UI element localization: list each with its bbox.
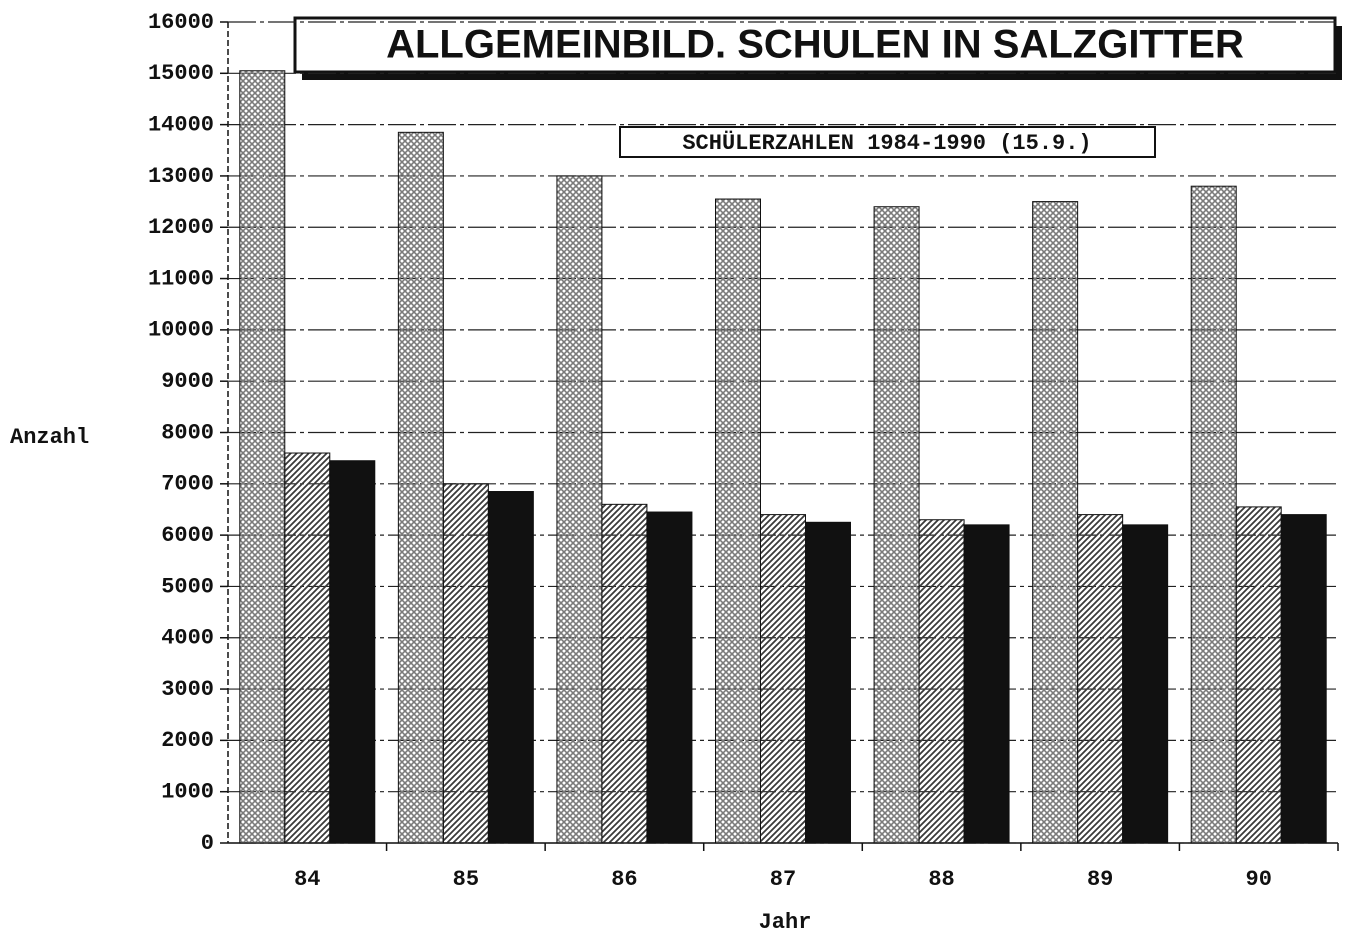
chart-title: ALLGEMEINBILD. SCHULEN IN SALZGITTER (386, 23, 1244, 67)
x-tick-label: 88 (928, 867, 954, 892)
y-axis-label: Anzahl (10, 425, 89, 450)
x-tick-label: 84 (294, 867, 320, 892)
bar (646, 511, 693, 844)
y-tick-label: 13000 (148, 164, 214, 189)
bar (1280, 514, 1327, 844)
subtitle-box (619, 126, 1156, 158)
x-tick-label: 85 (453, 867, 479, 892)
y-tick-label: 1000 (161, 780, 214, 805)
bar (284, 452, 331, 844)
y-tick-label: 4000 (161, 626, 214, 651)
y-tick-label: 12000 (148, 215, 214, 240)
bar (760, 514, 806, 844)
x-tick-label: 87 (770, 867, 796, 892)
y-tick-label: 6000 (161, 523, 214, 548)
y-tick-label: 5000 (161, 574, 214, 599)
y-tick-label: 16000 (148, 10, 214, 35)
y-tick-label: 8000 (161, 420, 214, 445)
bar (556, 175, 603, 844)
chart-subtitle: SCHÜLERZAHLEN 1984-1990 (15.9.) (682, 130, 1091, 156)
bar (329, 460, 376, 844)
y-tick-label: 9000 (161, 369, 214, 394)
bar (442, 483, 489, 844)
bar (805, 521, 851, 844)
x-tick-label: 90 (1246, 867, 1272, 892)
bar (1122, 524, 1169, 844)
bar (487, 491, 534, 844)
y-tick-label: 11000 (148, 266, 214, 291)
x-axis-label: Jahr (759, 910, 812, 935)
bar (1032, 201, 1079, 844)
bar (239, 70, 286, 844)
bar (601, 503, 648, 844)
x-tick-label: 89 (1087, 867, 1113, 892)
y-tick-label: 0 (201, 831, 214, 856)
bar (918, 519, 965, 844)
bar (1190, 185, 1237, 844)
y-tick-label: 7000 (161, 472, 214, 497)
y-tick-label: 2000 (161, 728, 214, 753)
x-tick-label: 86 (611, 867, 637, 892)
bar (715, 198, 761, 844)
bar (397, 131, 444, 844)
y-tick-label: 14000 (148, 112, 214, 137)
y-tick-label: 3000 (161, 677, 214, 702)
title-box (293, 16, 1337, 74)
y-tick-label: 10000 (148, 318, 214, 343)
bar (1077, 514, 1124, 844)
bar (873, 206, 920, 844)
y-tick-label: 15000 (148, 61, 214, 86)
bar (1235, 506, 1282, 844)
bar (963, 524, 1010, 844)
